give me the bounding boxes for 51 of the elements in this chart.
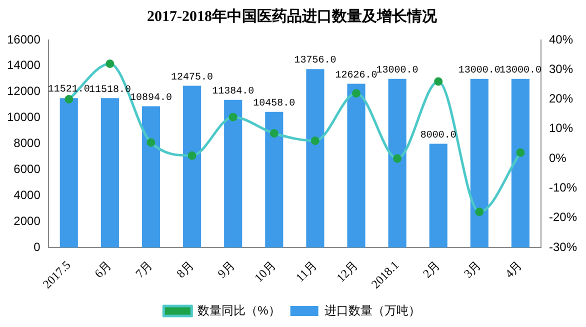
- y-tick-label: 8000: [14, 136, 41, 150]
- y-tick-label: 16000: [6, 32, 41, 46]
- x-tick-label: 2月: [420, 258, 443, 281]
- data-label: 10458.0: [253, 98, 296, 110]
- bar: [142, 106, 160, 248]
- bar: [224, 100, 242, 248]
- legend-label: 数量同比（%）: [198, 303, 280, 318]
- x-tick-label: 7月: [132, 258, 156, 281]
- bar: [470, 78, 488, 248]
- legend-label: 进口数量（万吨）: [324, 303, 420, 318]
- bar: [511, 78, 530, 248]
- x-tick-label: 9月: [214, 258, 238, 281]
- chart-title: 2017-2018年中国医药品进口数量及增长情况: [147, 8, 438, 25]
- x-tick-label: 4月: [502, 258, 525, 281]
- y2-tick-label: 10%: [548, 121, 574, 136]
- x-tick-label: 8月: [174, 258, 196, 281]
- x-tick-label: 12月: [334, 258, 361, 285]
- bar: [183, 86, 202, 248]
- data-label: 13000.0: [376, 66, 418, 77]
- data-label: 8000.0: [420, 130, 456, 142]
- bar: [429, 144, 448, 248]
- x-tick-label: 6月: [92, 258, 114, 281]
- y2-tick-label: 0%: [548, 150, 567, 165]
- y2-tick-label: -30%: [548, 240, 578, 254]
- bar: [60, 98, 78, 248]
- y2-tick-label: 40%: [548, 32, 574, 46]
- data-label: 13000.0: [458, 66, 500, 77]
- y-tick-label: 12000: [6, 84, 41, 98]
- data-label: 11384.0: [212, 86, 254, 98]
- y-tick-label: 14000: [6, 58, 41, 72]
- y2-tick-label: 20%: [548, 92, 574, 106]
- data-label: 12626.0: [335, 70, 378, 82]
- y2-tick-label: -10%: [548, 180, 578, 195]
- data-label: 13756.0: [294, 56, 336, 67]
- x-tick-label: 3月: [461, 258, 484, 281]
- bar: [388, 78, 406, 248]
- y2-tick-label: 30%: [548, 62, 574, 76]
- x-tick-label: 10月: [252, 258, 279, 285]
- data-label: 12475.0: [171, 72, 214, 84]
- y-tick-label: 10000: [6, 110, 41, 124]
- bar: [306, 69, 324, 248]
- bar: [347, 84, 366, 248]
- x-tick-label: 11月: [292, 258, 320, 285]
- y-tick-label: 6000: [14, 162, 41, 176]
- bar: [100, 98, 119, 248]
- bar: [265, 112, 284, 248]
- y-tick-label: 4000: [14, 188, 41, 202]
- y2-tick-label: -20%: [548, 210, 578, 224]
- y-tick-label: 0: [34, 240, 41, 254]
- data-label: 13000.0: [499, 66, 542, 77]
- y-tick-label: 2000: [14, 214, 41, 228]
